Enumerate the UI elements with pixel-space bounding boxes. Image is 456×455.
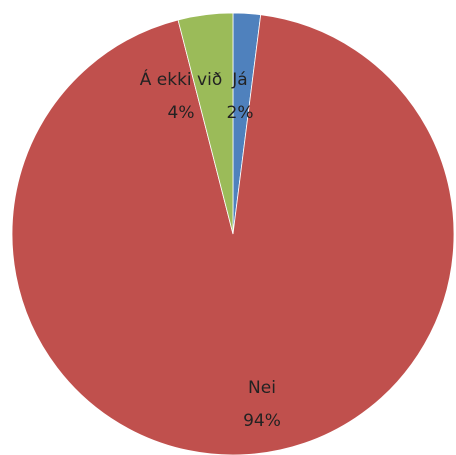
slice-label: Já (231, 70, 247, 90)
slice-label: Á ekki við (140, 68, 223, 90)
slice-value-label: 2% (227, 103, 254, 123)
pie-slice (177, 12, 234, 235)
slice-label: Nei (248, 378, 276, 398)
slice-value-label: 94% (243, 411, 281, 431)
slice-value-label: 4% (168, 103, 195, 123)
